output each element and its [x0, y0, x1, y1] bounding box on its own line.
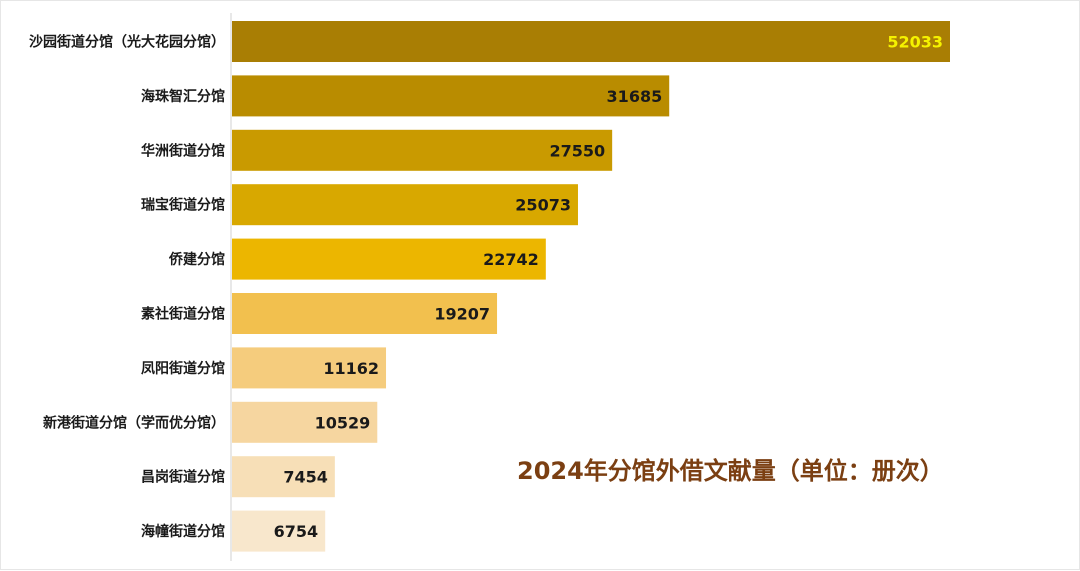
value-label: 19207: [434, 305, 490, 324]
value-label: 11162: [323, 359, 379, 378]
value-label: 7454: [283, 468, 328, 487]
category-label: 凤阳街道分馆: [141, 360, 225, 377]
value-label: 31685: [607, 87, 663, 106]
bar: [232, 293, 498, 334]
value-label: 10529: [315, 413, 371, 432]
bar: [232, 184, 578, 226]
bar: [232, 347, 387, 389]
value-label: 27550: [549, 141, 605, 160]
bar: [232, 401, 378, 443]
category-label: 沙园街道分馆（光大花园分馆）: [29, 34, 225, 51]
value-label: 25073: [515, 196, 571, 215]
category-label: 海幢街道分馆: [141, 523, 225, 540]
value-label: 22742: [483, 250, 539, 269]
category-label: 侨建分馆: [168, 251, 225, 268]
category-label: 新港街道分馆（学而优分馆）: [43, 414, 225, 431]
bar: [232, 510, 326, 552]
category-label: 华洲街道分馆: [141, 142, 225, 159]
value-label: 52033: [887, 33, 943, 52]
bar: [232, 238, 546, 280]
category-label: 瑞宝街道分馆: [141, 197, 225, 214]
category-label: 昌岗街道分馆: [141, 469, 225, 486]
category-label: 海珠智汇分馆: [141, 88, 225, 105]
bar: [232, 129, 613, 171]
bar: [232, 456, 335, 498]
category-label: 素社街道分馆: [141, 306, 225, 323]
bar: [232, 75, 670, 117]
value-label: 6754: [274, 522, 319, 541]
chart-title: 2024年分馆外借文献量（单位：册次）: [517, 457, 944, 485]
bar: [232, 21, 950, 62]
